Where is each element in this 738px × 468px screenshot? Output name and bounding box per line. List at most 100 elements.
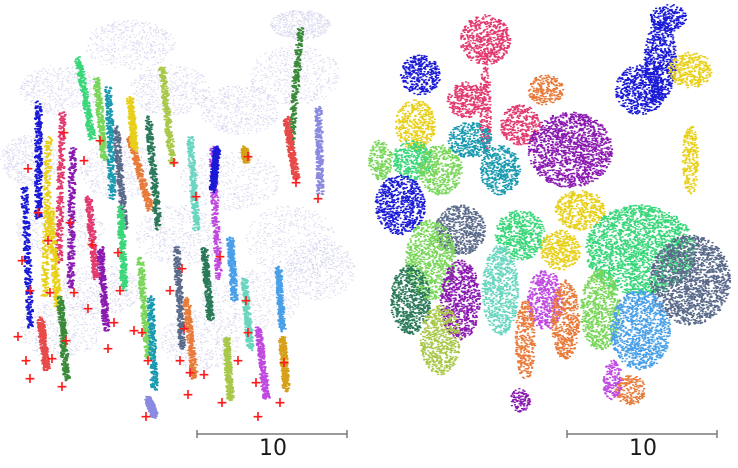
plus-marker-icon: +	[112, 245, 124, 261]
tree-segment	[481, 245, 520, 336]
stem-segment	[240, 277, 255, 352]
plus-marker-icon: +	[94, 133, 106, 149]
stem-segment	[36, 316, 52, 372]
plus-marker-icon: +	[190, 189, 202, 205]
plus-marker-icon: +	[142, 353, 154, 369]
right-scale-bar-label: 10	[629, 436, 657, 461]
stem-segment	[74, 56, 97, 141]
tree-segment	[500, 104, 542, 146]
tree-segment	[609, 289, 672, 371]
tree-segment	[602, 359, 624, 401]
tree-segment	[550, 279, 581, 360]
stem-segment	[208, 145, 222, 194]
plus-marker-icon: +	[168, 155, 180, 171]
plus-marker-icon: +	[250, 375, 262, 391]
tree-segment	[446, 81, 485, 119]
tree-segment	[374, 174, 427, 236]
stem-segment	[40, 136, 54, 297]
plus-marker-icon: +	[78, 153, 90, 169]
tree-segment	[394, 99, 437, 151]
tree-segment	[527, 74, 565, 106]
plus-marker-icon: +	[278, 355, 290, 371]
tree-segment	[399, 54, 442, 96]
left-stem-base-markers: + ++ ++ ++++++++ + ++++ + + + ++++ ++ + + + +++ + + + + ++ +…	[12, 125, 324, 425]
tree-segment	[478, 66, 493, 153]
plus-marker-icon: +	[64, 215, 76, 231]
tree-segment	[447, 122, 493, 158]
stem-segment	[172, 246, 187, 350]
stem-segment	[20, 186, 35, 329]
stem-segment	[222, 336, 235, 402]
stem-segment	[277, 335, 291, 393]
tree-segment	[367, 139, 394, 181]
plus-marker-icon: +	[274, 395, 286, 411]
tree-segment	[479, 144, 522, 196]
tree-segment	[417, 144, 464, 196]
plus-marker-icon: +	[60, 333, 72, 349]
plus-marker-icon: +	[178, 321, 190, 337]
plus-marker-icon: +	[240, 293, 252, 309]
stem-segment	[33, 100, 44, 220]
tree-segment	[459, 14, 512, 66]
plus-marker-icon: +	[86, 237, 98, 253]
tree-segment	[404, 219, 457, 301]
stem-segment	[158, 66, 177, 166]
plus-marker-icon: +	[68, 285, 80, 301]
stem-segment	[282, 115, 301, 181]
plus-marker-icon: +	[24, 371, 36, 387]
tree-segment	[649, 234, 732, 326]
plus-marker-icon: +	[12, 329, 24, 345]
stem-segment	[200, 247, 215, 322]
tree-segment	[554, 189, 606, 231]
stem-segment	[144, 115, 162, 231]
stem-segment	[240, 145, 251, 164]
stem-segment	[254, 326, 271, 400]
plus-marker-icon: +	[232, 353, 244, 369]
stem-segment	[186, 135, 201, 232]
plus-marker-icon: +	[136, 325, 148, 341]
stem-segment	[92, 76, 109, 162]
tree-segment	[614, 64, 666, 116]
plus-marker-icon: +	[56, 379, 68, 395]
plus-marker-icon: +	[312, 191, 324, 207]
stem-segment	[96, 246, 111, 332]
plus-marker-icon: +	[128, 323, 140, 339]
stem-segment	[144, 395, 159, 419]
plus-marker-icon: +	[242, 149, 254, 165]
tree-segment	[579, 269, 622, 351]
plus-marker-icon: +	[176, 261, 188, 277]
plus-marker-icon: +	[46, 351, 58, 367]
tree-segment	[540, 229, 582, 271]
plus-marker-icon: +	[216, 395, 228, 411]
left-panel-segmented-stems: + ++ ++ ++++++++ + ++++ + + + ++++ ++ + + + +++ + + + + ++ +…	[0, 10, 356, 425]
stem-segment	[225, 236, 239, 302]
stem-segment	[314, 105, 325, 196]
stem-segment	[66, 147, 78, 289]
plus-marker-icon: +	[108, 315, 120, 331]
left-stem-segments	[20, 27, 325, 419]
tree-segment	[614, 375, 646, 406]
stem-segment	[56, 296, 72, 382]
plus-marker-icon: +	[102, 341, 114, 357]
tree-segment	[389, 264, 432, 336]
plus-marker-icon: +	[174, 353, 186, 369]
plus-marker-icon: +	[140, 409, 152, 425]
stem-segment	[182, 296, 199, 380]
tree-segment	[510, 387, 532, 413]
tree-segment	[514, 300, 537, 379]
tree-segment	[419, 304, 462, 376]
plus-marker-icon: +	[16, 253, 28, 269]
tree-segment	[527, 111, 614, 189]
plus-marker-icon: +	[184, 365, 196, 381]
tree-segment	[494, 210, 546, 261]
plus-marker-icon: +	[242, 325, 254, 341]
plus-marker-icon: +	[24, 283, 36, 299]
plus-marker-icon: +	[198, 367, 210, 383]
plus-marker-icon: +	[290, 175, 302, 191]
stem-segment	[125, 96, 139, 153]
right-tree-segments	[367, 4, 732, 413]
plus-marker-icon: +	[182, 387, 194, 403]
tree-segment	[526, 270, 565, 330]
